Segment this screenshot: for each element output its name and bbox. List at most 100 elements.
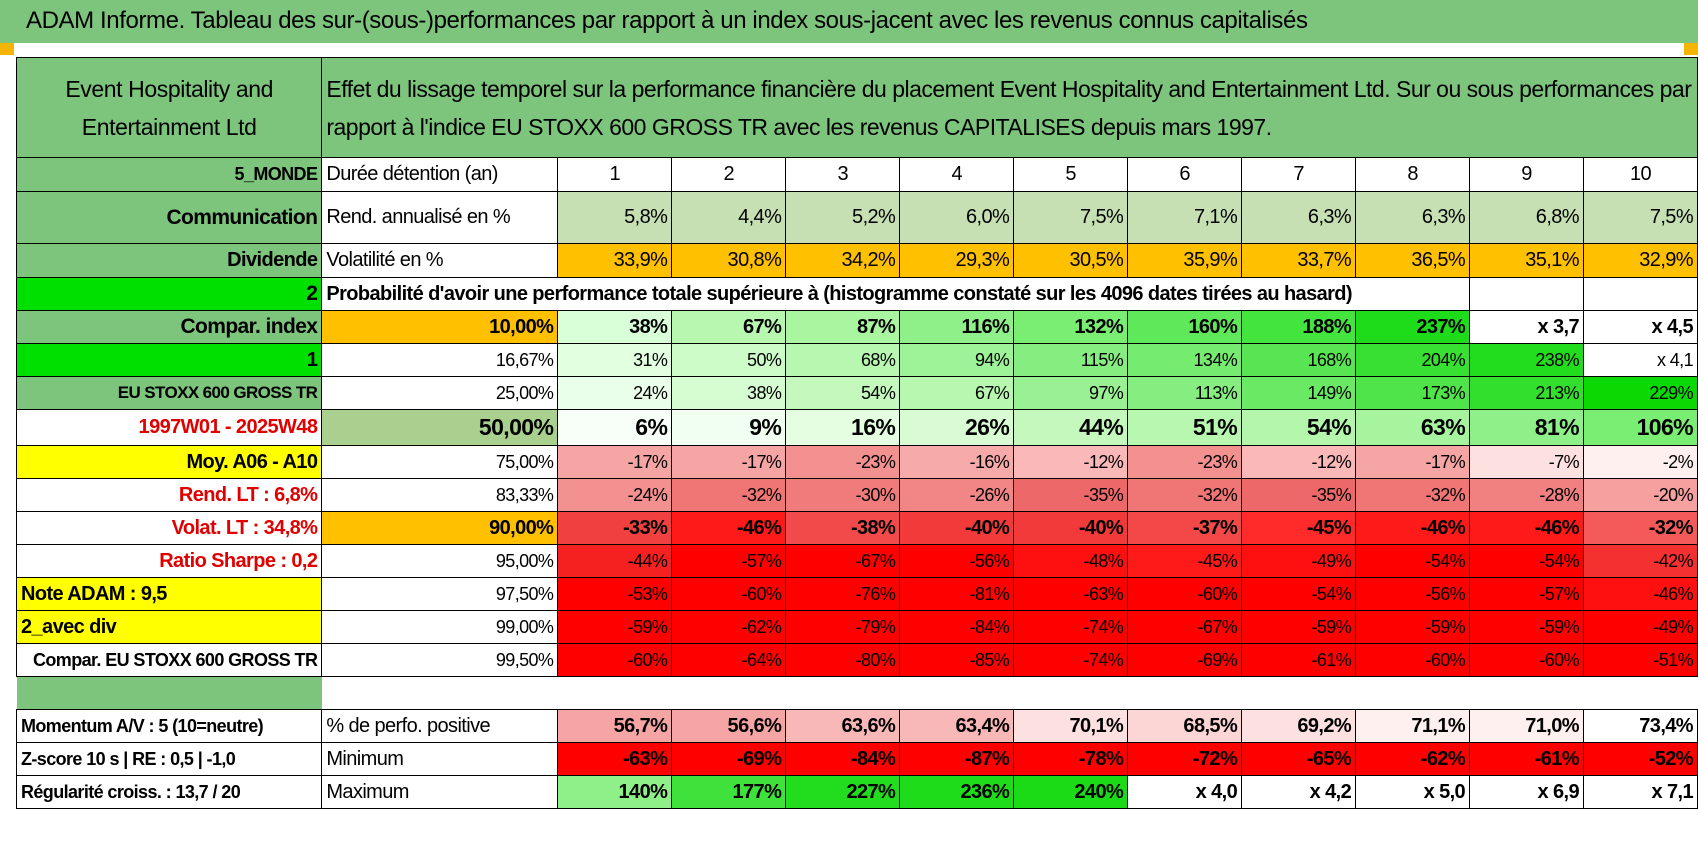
quantile-value: 132% bbox=[1013, 310, 1129, 344]
bottom-value: -78% bbox=[1013, 742, 1129, 776]
quantile-value: -84% bbox=[899, 610, 1015, 644]
quantile-value: -60% bbox=[557, 643, 673, 677]
quantile-value: -64% bbox=[671, 643, 787, 677]
quantile-value: -32% bbox=[1582, 511, 1698, 545]
bottom-value: -72% bbox=[1127, 742, 1243, 776]
bottom-value: 71,1% bbox=[1355, 709, 1471, 743]
quantile-value: 204% bbox=[1355, 343, 1471, 377]
bottom-left-label: Momentum A/V : 5 (10=neutre) bbox=[15, 709, 323, 743]
quantile-value: -12% bbox=[1241, 445, 1357, 479]
quantile-value: 9% bbox=[671, 409, 787, 446]
quantile-value: 160% bbox=[1127, 310, 1243, 344]
bottom-value: -52% bbox=[1582, 742, 1698, 776]
quantile-pct: 75,00% bbox=[321, 445, 559, 479]
bottom-value: 73,4% bbox=[1582, 709, 1698, 743]
quantile-value: -17% bbox=[671, 445, 787, 479]
quantile-value: -59% bbox=[557, 610, 673, 644]
year-4: 4 bbox=[899, 157, 1015, 192]
quantile-value: -67% bbox=[1127, 610, 1243, 644]
quantile-row: 2_avec div 99,00% -59% -62% -79% -84% -74% -67%… bbox=[15, 610, 1698, 644]
quantile-value: -32% bbox=[1355, 478, 1471, 512]
performance-table: Event Hospitality and Entertainment Ltd E… bbox=[15, 57, 1698, 809]
bottom-label: Maximum bbox=[321, 775, 559, 809]
bottom-value: -63% bbox=[557, 742, 673, 776]
rend-value: 5,8% bbox=[557, 191, 673, 244]
empty-cell bbox=[1469, 277, 1584, 311]
rend-value: 6,3% bbox=[1241, 191, 1357, 244]
quantile-value: -49% bbox=[1582, 610, 1698, 644]
rend-row: Communication Rend. annualisé en % 5,8% 4,4… bbox=[15, 191, 1698, 244]
bottom-value: -84% bbox=[785, 742, 901, 776]
bottom-value: 56,7% bbox=[557, 709, 673, 743]
quantile-value: 54% bbox=[785, 376, 901, 410]
year-9: 9 bbox=[1469, 157, 1584, 192]
vol-value: 30,5% bbox=[1013, 243, 1129, 278]
vol-value: 33,7% bbox=[1241, 243, 1357, 278]
bottom-value: -69% bbox=[671, 742, 787, 776]
quantile-value: -24% bbox=[557, 478, 673, 512]
bottom-label: Minimum bbox=[321, 742, 559, 776]
separator-right bbox=[322, 677, 1698, 710]
quantile-value: -59% bbox=[1469, 610, 1584, 644]
left-label-10: Volat. LT : 34,8% bbox=[15, 511, 323, 545]
quantile-value: 106% bbox=[1582, 409, 1698, 446]
quantile-value: 116% bbox=[899, 310, 1015, 344]
rend-value: 7,5% bbox=[1582, 191, 1698, 244]
bottom-value: -87% bbox=[899, 742, 1015, 776]
quantile-value: -45% bbox=[1241, 511, 1357, 545]
left-label-11: Ratio Sharpe : 0,2 bbox=[15, 544, 323, 578]
quantile-value: 113% bbox=[1127, 376, 1243, 410]
left-label-13: 2_avec div bbox=[15, 610, 323, 644]
quantile-value: -38% bbox=[785, 511, 901, 545]
quantile-value: -17% bbox=[1355, 445, 1471, 479]
bottom-value: 63,4% bbox=[899, 709, 1015, 743]
quantile-value: 173% bbox=[1355, 376, 1471, 410]
years-label: Durée détention (an) bbox=[321, 157, 559, 192]
bottom-value: x 6,9 bbox=[1469, 775, 1584, 809]
quantile-pct: 99,00% bbox=[321, 610, 559, 644]
quantile-row: 1 16,67% 31% 50% 68% 94% 115% 134% 168% 204% 238% x… bbox=[15, 343, 1698, 377]
quantile-value: 97% bbox=[1013, 376, 1129, 410]
quantile-value: x 4,1 bbox=[1582, 343, 1698, 377]
quantile-value: 67% bbox=[671, 310, 787, 344]
quantile-pct: 99,50% bbox=[321, 643, 559, 677]
quantile-value: 94% bbox=[899, 343, 1015, 377]
quantile-value: -59% bbox=[1355, 610, 1471, 644]
vol-value: 34,2% bbox=[785, 243, 901, 278]
vol-value: 35,1% bbox=[1469, 243, 1584, 278]
quantile-value: -2% bbox=[1582, 445, 1698, 479]
header-row: Event Hospitality and Entertainment Ltd E… bbox=[15, 57, 1698, 158]
corner-marker-right bbox=[1684, 43, 1698, 55]
quantile-value: -12% bbox=[1013, 445, 1129, 479]
rend-value: 6,3% bbox=[1355, 191, 1471, 244]
quantile-value: -23% bbox=[785, 445, 901, 479]
quantile-value: -60% bbox=[671, 577, 787, 611]
quantile-value: -57% bbox=[1469, 577, 1584, 611]
bottom-value: 63,6% bbox=[785, 709, 901, 743]
quantile-row: Ratio Sharpe : 0,2 95,00% -44% -57% -67% -56%… bbox=[15, 544, 1698, 578]
bottom-left-label: Régularité croiss. : 13,7 / 20 bbox=[15, 775, 323, 809]
prob-title-row: 2 Probabilité d'avoir une performance tot… bbox=[15, 277, 1698, 311]
bottom-value: 177% bbox=[671, 775, 787, 809]
quantile-value: -40% bbox=[899, 511, 1015, 545]
quantile-pct: 50,00% bbox=[321, 409, 559, 446]
quantile-value: 26% bbox=[899, 409, 1015, 446]
quantile-value: 63% bbox=[1355, 409, 1471, 446]
quantile-row: Compar. EU STOXX 600 GROSS TR 99,50% -60% -… bbox=[15, 643, 1698, 677]
left-label-6: EU STOXX 600 GROSS TR bbox=[15, 376, 323, 410]
bottom-value: x 7,1 bbox=[1582, 775, 1698, 809]
left-label-0: 5_MONDE bbox=[15, 157, 323, 192]
quantile-value: -54% bbox=[1469, 544, 1584, 578]
rend-value: 4,4% bbox=[671, 191, 787, 244]
quantile-value: 67% bbox=[899, 376, 1015, 410]
bottom-value: 227% bbox=[785, 775, 901, 809]
quantile-value: -74% bbox=[1013, 643, 1129, 677]
left-label-7: 1997W01 - 2025W48 bbox=[15, 409, 323, 446]
bottom-value: 69,2% bbox=[1241, 709, 1357, 743]
left-label-9: Rend. LT : 6,8% bbox=[15, 478, 323, 512]
years-row: 5_MONDE Durée détention (an) 1 2 3 4 5 6 7 8 9 10 bbox=[15, 157, 1698, 192]
quantile-value: 238% bbox=[1469, 343, 1584, 377]
bottom-row: Z-score 10 s | RE : 0,5 | -1,0 Minimum -63… bbox=[15, 742, 1698, 776]
empty-cell bbox=[1582, 277, 1698, 311]
quantile-value: -32% bbox=[1127, 478, 1243, 512]
